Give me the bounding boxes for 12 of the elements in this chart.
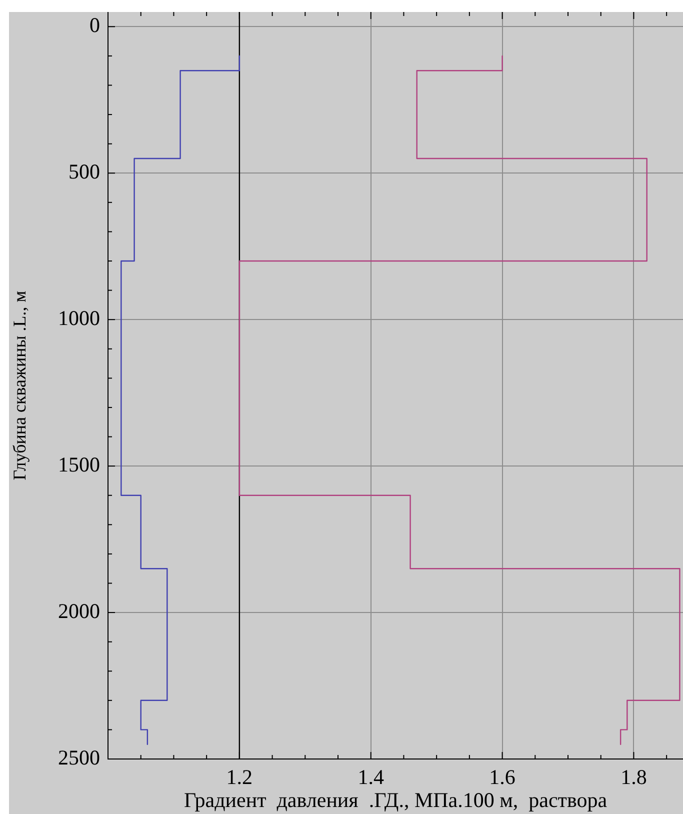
y-tick-label: 2500 [58, 746, 100, 770]
y-tick-label: 1000 [58, 306, 100, 330]
y-tick-label: 2000 [58, 599, 100, 624]
y-axis-title: Глубина скважины .L., м [10, 290, 30, 480]
x-tick-label: 1.4 [358, 765, 384, 790]
y-tick-label: 1500 [58, 452, 100, 477]
x-tick-label: 1.2 [226, 765, 253, 790]
x-tick-label: 1.8 [620, 765, 647, 790]
y-tick-label: 500 [68, 160, 100, 184]
x-tick-label: 1.6 [489, 765, 516, 790]
x-axis-title: Градиент давления .ГД., МПа.100 м, раствора [184, 788, 608, 812]
y-tick-label: 0 [90, 13, 100, 38]
